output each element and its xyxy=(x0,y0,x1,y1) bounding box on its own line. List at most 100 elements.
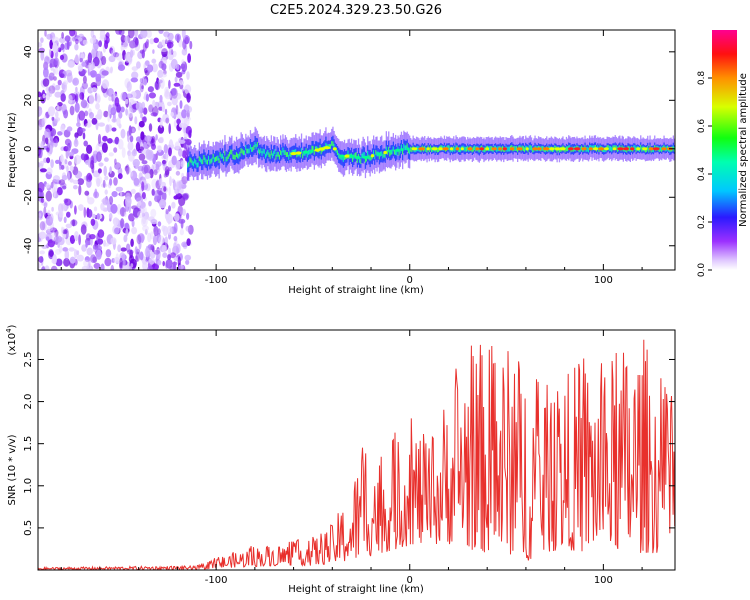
noise-speckle xyxy=(181,172,185,180)
noise-speckle xyxy=(155,134,158,141)
noise-speckle xyxy=(63,109,69,119)
noise-speckle xyxy=(38,142,41,148)
noise-speckle xyxy=(147,86,154,93)
noise-speckle xyxy=(67,142,71,152)
noise-speckle xyxy=(69,30,76,37)
noise-speckle xyxy=(120,34,126,43)
signal-core xyxy=(521,145,523,151)
signal-core xyxy=(385,146,387,152)
signal-core xyxy=(400,144,403,150)
noise-speckle xyxy=(110,264,115,270)
noise-speckle xyxy=(83,259,90,268)
signal-core xyxy=(672,145,674,151)
noise-speckle xyxy=(44,30,47,37)
noise-speckle xyxy=(88,94,95,105)
noise-speckle xyxy=(101,79,110,89)
noise-speckle xyxy=(69,256,76,264)
signal-core xyxy=(464,146,466,152)
noise-speckle xyxy=(38,231,47,240)
noise-speckle xyxy=(179,228,184,236)
signal-core xyxy=(402,149,404,155)
signal-core xyxy=(280,150,282,155)
noise-speckle xyxy=(151,63,158,73)
noise-speckle xyxy=(129,49,134,58)
signal-peak xyxy=(349,154,354,158)
signal-core xyxy=(460,147,462,153)
signal-core xyxy=(554,145,556,151)
noise-speckle xyxy=(154,101,160,108)
noise-speckle xyxy=(141,116,147,123)
noise-speckle xyxy=(38,124,43,131)
noise-speckle xyxy=(177,256,181,268)
noise-speckle xyxy=(186,71,190,80)
noise-speckle xyxy=(45,183,50,189)
signal-core xyxy=(635,147,637,152)
signal-peak xyxy=(479,147,485,151)
noise-speckle xyxy=(138,146,145,151)
signal-core xyxy=(261,151,263,156)
signal-core xyxy=(608,146,611,151)
noise-speckle xyxy=(129,40,137,49)
noise-speckle xyxy=(97,109,103,120)
snr-ylabel: SNR (10 * v/v) xyxy=(7,434,18,505)
signal-core xyxy=(217,155,219,161)
noise-speckle xyxy=(62,247,68,252)
signal-peak xyxy=(502,147,507,151)
signal-peak xyxy=(406,147,410,151)
noise-speckle xyxy=(148,104,154,113)
noise-speckle xyxy=(132,158,140,167)
signal-core xyxy=(252,146,254,152)
noise-speckle xyxy=(89,37,97,44)
noise-speckle xyxy=(95,103,100,110)
noise-speckle xyxy=(160,73,167,78)
signal-core xyxy=(363,152,365,157)
signal-core xyxy=(658,147,660,152)
noise-speckle xyxy=(123,211,127,218)
signal-core xyxy=(403,143,405,149)
signal-peak xyxy=(542,147,550,151)
signal-core xyxy=(448,145,450,151)
noise-speckle xyxy=(120,106,125,113)
signal-peak xyxy=(354,156,361,160)
noise-speckle xyxy=(76,254,84,262)
signal-peak xyxy=(370,154,375,158)
noise-speckle xyxy=(95,249,102,260)
noise-speckle xyxy=(123,234,128,243)
noise-speckle xyxy=(151,58,157,64)
noise-speckle xyxy=(61,185,67,190)
signal-core xyxy=(354,153,356,158)
noise-speckle xyxy=(39,160,45,167)
signal-core xyxy=(202,159,204,165)
signal-core xyxy=(254,142,256,147)
signal-core xyxy=(218,158,220,163)
signal-core xyxy=(190,158,192,164)
noise-speckle xyxy=(164,166,170,176)
signal-core xyxy=(506,147,508,152)
noise-speckle xyxy=(165,117,170,124)
noise-speckle xyxy=(125,93,133,99)
snr-xtick-label: -100 xyxy=(205,575,228,586)
noise-speckle xyxy=(53,187,56,198)
noise-speckle xyxy=(187,130,192,138)
noise-speckle xyxy=(38,212,42,219)
noise-speckle xyxy=(60,93,66,102)
noise-speckle xyxy=(140,112,143,119)
signal-core xyxy=(355,152,357,157)
noise-speckle xyxy=(131,71,139,80)
noise-speckle xyxy=(126,81,132,92)
noise-speckle xyxy=(39,191,45,200)
noise-speckle xyxy=(130,238,134,247)
signal-peak xyxy=(516,147,523,151)
signal-core xyxy=(564,147,566,153)
signal-core xyxy=(425,147,427,152)
signal-core xyxy=(529,145,532,150)
signal-core xyxy=(393,149,396,155)
signal-core xyxy=(231,149,233,155)
noise-speckle xyxy=(84,190,90,196)
noise-speckle xyxy=(69,165,74,172)
signal-core xyxy=(436,147,439,153)
noise-speckle xyxy=(182,194,189,201)
noise-speckle xyxy=(164,236,168,247)
signal-core xyxy=(257,148,260,154)
noise-speckle xyxy=(39,221,46,231)
